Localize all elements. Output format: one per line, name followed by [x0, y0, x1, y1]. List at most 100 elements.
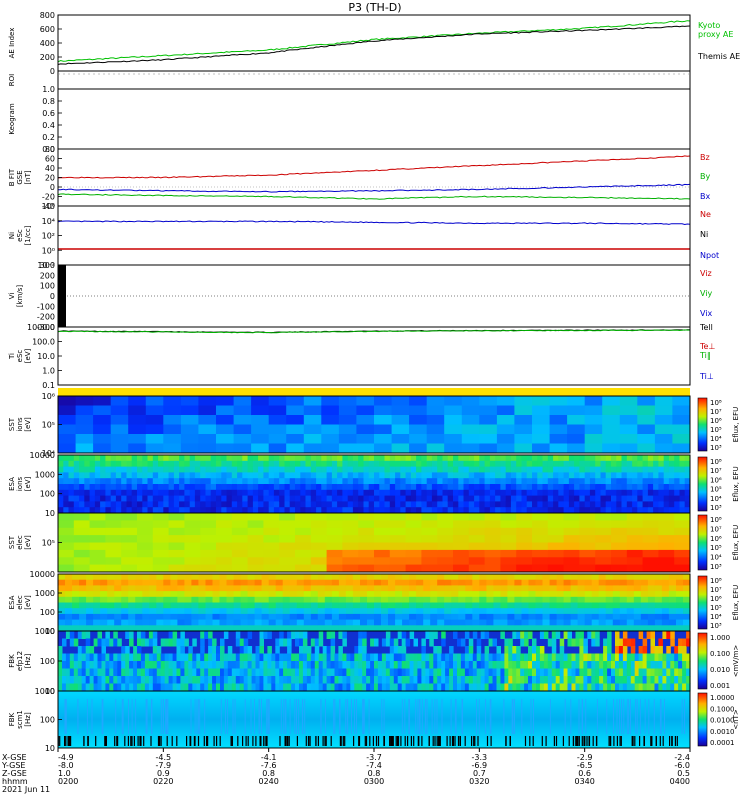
esa-elec-cell — [135, 613, 143, 621]
fbk-efp-cell — [472, 683, 478, 692]
esa-elec-cell — [479, 585, 487, 592]
esa-elec-tick-label: 10000 — [30, 570, 55, 579]
fbk-efp-cell — [105, 631, 110, 639]
esa-ion-cell — [532, 466, 538, 473]
esa-elec-cell — [654, 619, 663, 626]
esa-ion-cell — [621, 484, 628, 491]
esa-ion-cell — [579, 495, 586, 502]
esa-ion-cell — [400, 489, 407, 497]
esa-elec-cell — [107, 591, 115, 598]
esa-ion-cell — [326, 460, 333, 468]
esa-ion-cell — [352, 507, 359, 514]
fbk-efp-cell — [555, 661, 561, 669]
esa-ion-cell — [510, 507, 517, 514]
esa-ion-cell — [173, 489, 180, 497]
sst-elec-cell — [310, 520, 328, 529]
esa-ion-cell — [532, 489, 538, 497]
fbk-efp-cell — [275, 661, 280, 669]
sst-ion-cell — [374, 415, 393, 425]
esa-ion-cell — [379, 472, 386, 479]
esa-elec-cell — [451, 579, 459, 586]
esa-elec-cell — [591, 596, 600, 603]
esa-ion-cell — [142, 460, 149, 468]
fbk-efp-cell — [188, 661, 193, 669]
fbk-efp-cell — [69, 661, 75, 669]
fbk-efp-cell — [302, 646, 308, 654]
sst-elec-cell — [595, 513, 612, 521]
sst-elec-cell — [437, 549, 454, 558]
esa-elec-cell — [668, 602, 677, 609]
esa-elec-cell — [514, 625, 522, 632]
esa-ion-cell — [542, 489, 549, 497]
fbk-efp-cell — [409, 631, 415, 639]
esa-ion-cell — [142, 472, 149, 479]
esa-elec-cell — [486, 625, 494, 632]
sst-ion-colorbar-tick: 10³ — [710, 444, 722, 452]
esa-ion-cell — [579, 472, 586, 479]
esa-ion-cell — [94, 507, 101, 514]
fbk-efp-cell — [520, 683, 525, 692]
fbk-efp-cell — [374, 676, 379, 684]
esa-elec-cell — [128, 585, 136, 592]
fbk-efp-cell — [559, 683, 565, 692]
esa-elec-cell — [528, 602, 536, 609]
esa-elec-cell — [296, 585, 305, 592]
esa-elec-cell — [500, 585, 508, 592]
fbk-efp-cell — [630, 668, 636, 677]
fbk-efp-cell — [62, 676, 67, 684]
fbk-efp-cell — [539, 661, 545, 669]
esa-ion-cell — [173, 484, 180, 491]
fbk-efp-cell — [401, 638, 407, 647]
sst-ion-cell — [286, 424, 305, 435]
fbk-efp-cell — [409, 661, 415, 669]
esa-ion-cell — [479, 484, 486, 491]
fbk-efp-cell — [445, 683, 450, 692]
esa-elec-ylabel: ESA — [8, 595, 16, 609]
fbk-efp-cell — [299, 683, 304, 692]
fbk-efp-cell — [539, 676, 545, 684]
fbk-efp-cell — [413, 638, 418, 647]
sst-elec-cell — [563, 513, 580, 521]
fbk-efp-cell — [338, 668, 343, 677]
fbk-efp-cell — [160, 661, 166, 669]
fbk-efp-cell — [496, 683, 501, 692]
esa-ion-cell — [563, 472, 570, 479]
sst-ion-cell — [163, 405, 182, 416]
esa-ion-cell — [384, 466, 391, 473]
esa-ion-cell — [537, 484, 544, 491]
esa-ion-cell — [505, 507, 512, 514]
fbk-efp-cell — [231, 676, 237, 684]
esa-elec-cell — [549, 574, 558, 581]
esa-ion-cell — [179, 478, 185, 485]
fbk-efp-cell — [196, 653, 201, 662]
esa-ion-cell — [642, 489, 649, 497]
esa-elec-cell — [345, 602, 354, 609]
esa-elec-cell — [72, 585, 80, 592]
esa-ion-cell — [458, 478, 465, 485]
sst-elec-cell — [105, 549, 122, 558]
fbk-efp-cell — [330, 631, 336, 639]
esa-elec-cell — [367, 591, 375, 598]
sst-elec-cell — [168, 557, 185, 566]
esa-ion-cell — [342, 489, 349, 497]
esa-ion-cell — [79, 501, 85, 508]
esa-elec-cell — [605, 619, 614, 626]
esa-elec-cell — [303, 602, 312, 609]
esa-ion-cell — [316, 466, 322, 473]
esa-ion-cell — [263, 466, 270, 473]
esa-ion-cell — [84, 460, 91, 468]
sst-ion-cell — [426, 396, 445, 406]
esa-ion-cell — [526, 466, 533, 473]
fbk-efp-cell — [220, 683, 225, 692]
esa-ion-cell — [284, 472, 291, 479]
fbk-efp-cell — [302, 638, 308, 647]
esa-ion-cell — [284, 460, 291, 468]
esa-elec-cell — [451, 613, 459, 621]
fbk-efp-cell — [314, 683, 320, 692]
esa-ion-cell — [326, 466, 333, 473]
esa-elec-cell — [626, 574, 635, 581]
esa-ion-cell — [231, 495, 238, 502]
fbk-efp-cell — [366, 676, 371, 684]
esa-ion-cell — [384, 501, 391, 508]
fbk-efp-cell — [172, 676, 178, 684]
